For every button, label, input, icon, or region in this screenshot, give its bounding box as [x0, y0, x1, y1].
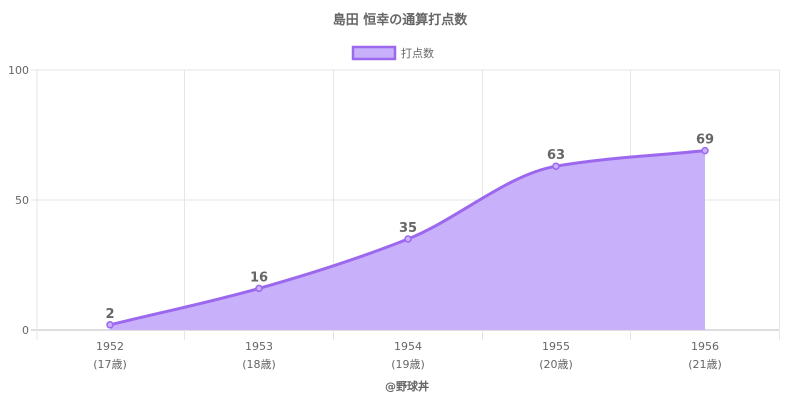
credit-text: @野球丼 [385, 379, 429, 393]
x-tick-sublabel: (21歳) [688, 358, 722, 371]
chart-title: 島田 恒幸の通算打点数 [333, 12, 469, 28]
data-label: 2 [105, 307, 114, 322]
data-point[interactable] [255, 284, 263, 293]
data-point[interactable] [552, 162, 560, 170]
x-tick-sublabel: (18歳) [242, 358, 276, 371]
x-tick-label: 1953 [245, 340, 273, 353]
y-tick-label: 50 [15, 194, 29, 207]
x-tick-sublabel: (20歳) [539, 358, 573, 371]
x-tick-label: 1954 [394, 340, 422, 353]
labels: 0 50 100 2 16 35 63 69 1952 (17歳) 1953 (18歳) 1954 (19… [8, 64, 722, 371]
data-label: 35 [399, 221, 417, 236]
data-point[interactable] [404, 235, 412, 243]
data-label: 63 [547, 148, 565, 163]
series-area [106, 146, 709, 330]
legend-swatch [351, 45, 397, 61]
x-tick-label: 1955 [542, 340, 570, 353]
x-tick-sublabel: (17歳) [93, 358, 127, 371]
x-tick-label: 1952 [96, 340, 124, 353]
y-tick-label: 100 [8, 64, 29, 77]
data-label: 16 [250, 270, 268, 285]
x-tick-label: 1956 [691, 340, 719, 353]
legend[interactable]: 打点数 [351, 45, 434, 61]
x-tick-sublabel: (19歳) [391, 358, 425, 371]
y-tick-label: 0 [22, 324, 29, 337]
legend-label: 打点数 [401, 46, 434, 60]
data-point[interactable] [701, 146, 709, 155]
data-label: 69 [696, 133, 714, 148]
data-point[interactable] [106, 321, 114, 329]
